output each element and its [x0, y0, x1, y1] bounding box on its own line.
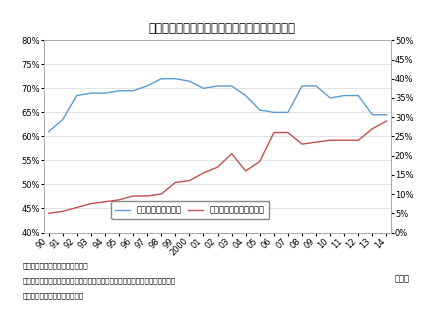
Text: （図表１）外国人持株比率と労働分配率の推移: （図表１）外国人持株比率と労働分配率の推移: [148, 22, 296, 35]
Text: （資料）財務省「法人企業統計」: （資料）財務省「法人企業統計」: [22, 262, 88, 268]
Text: （年）: （年）: [394, 275, 409, 284]
Text: 金融業、保険業を除く。: 金融業、保険業を除く。: [22, 292, 83, 299]
Legend: 労働分配率（左軸）, 外国人持株比率（右軸）: 労働分配率（左軸）, 外国人持株比率（右軸）: [111, 202, 269, 219]
Text: （注）労働分配率＝人件費／（経常利益＋人件費＋減価償却費＋支払利息等）: （注）労働分配率＝人件費／（経常利益＋人件費＋減価償却費＋支払利息等）: [22, 277, 175, 284]
